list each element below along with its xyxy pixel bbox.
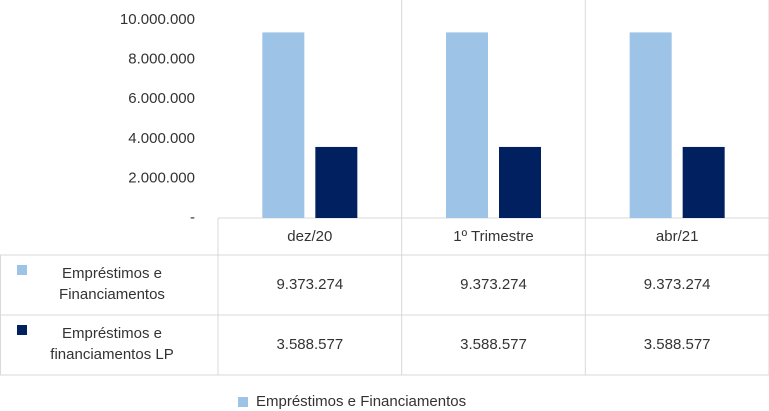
value-label: 9.373.274 (276, 276, 343, 293)
x-tick-label: abr/21 (656, 228, 699, 245)
x-tick-label: 1º Trimestre (453, 228, 534, 245)
y-tick-label: 8.000.000 (128, 51, 195, 68)
y-tick-label: 4.000.000 (128, 130, 195, 147)
value-label: 9.373.274 (644, 276, 711, 293)
legend-key (17, 325, 27, 335)
bar (446, 32, 488, 218)
legend-key (17, 265, 27, 275)
x-tick-label: dez/20 (287, 228, 332, 245)
legend-key (238, 397, 248, 407)
bar (629, 32, 672, 218)
y-tick-label: 10.000.000 (120, 11, 195, 28)
legend-label: Empréstimos e Financiamentos (256, 393, 466, 410)
bar (682, 146, 725, 218)
bar (315, 146, 358, 218)
y-tick-label: 2.000.000 (128, 169, 195, 186)
value-label: 9.373.274 (460, 276, 527, 293)
series-name: Empréstimos e financiamentos LP (50, 325, 174, 363)
series-name: Empréstimos e Financiamentos (59, 265, 165, 303)
y-tick-label: 6.000.000 (128, 90, 195, 107)
y-tick-label: - (190, 209, 195, 226)
bar (499, 146, 541, 218)
value-label: 3.588.577 (460, 336, 527, 353)
value-label: 3.588.577 (644, 336, 711, 353)
value-label: 3.588.577 (276, 336, 343, 353)
bar (262, 32, 305, 218)
